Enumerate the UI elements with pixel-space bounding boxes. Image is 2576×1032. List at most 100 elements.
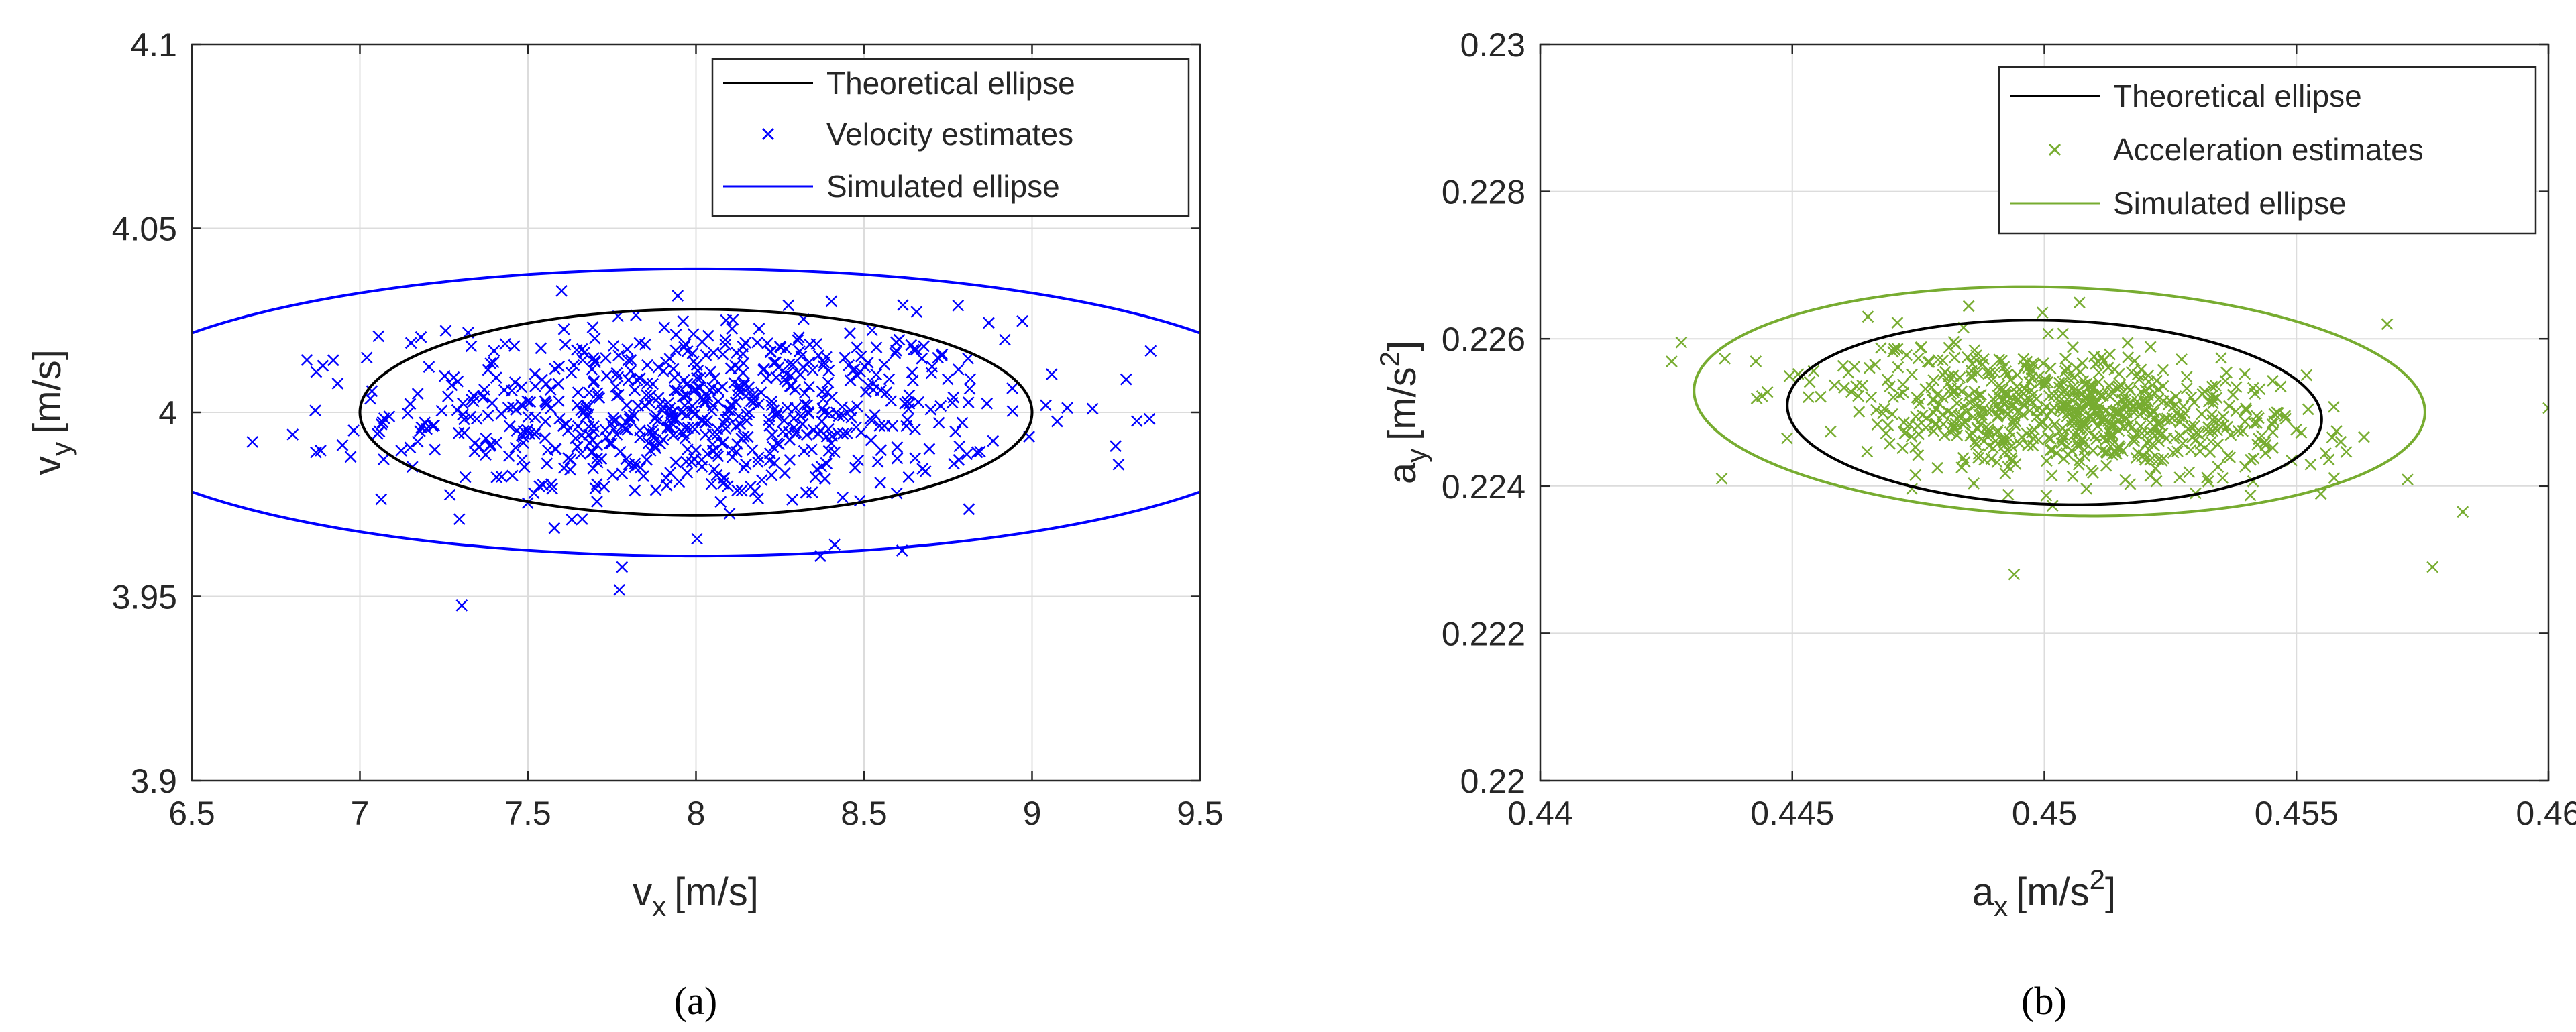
scatter-point	[1966, 358, 1978, 370]
scatter-point	[792, 334, 804, 347]
scatter-point	[753, 323, 765, 335]
scatter-point	[652, 392, 665, 404]
scatter-point	[2041, 410, 2053, 422]
scatter-point	[2152, 453, 2165, 466]
scatter-point	[499, 337, 511, 350]
scatter-point	[656, 404, 669, 417]
x-tick-label: 0.455	[2255, 795, 2339, 832]
scatter-point	[811, 463, 823, 475]
scatter-point	[719, 338, 732, 351]
scatter-point	[2328, 400, 2340, 413]
scatter-point	[2044, 433, 2057, 445]
scatter-point	[443, 488, 456, 501]
scatter-point	[587, 376, 600, 389]
x-tick-label: 0.45	[2012, 795, 2077, 832]
scatter-point	[441, 390, 454, 402]
scatter-point	[812, 349, 825, 362]
scatter-point	[553, 412, 566, 425]
scatter-point	[640, 389, 653, 401]
scatter-point	[647, 424, 659, 437]
scatter-point	[2176, 437, 2189, 450]
legend-theoretical-label-b: Theoretical ellipse	[2113, 78, 2362, 113]
scatter-point	[1982, 426, 1994, 439]
scatter-point	[607, 340, 620, 352]
scatter-point	[2067, 341, 2079, 353]
scatter-point	[2039, 379, 2051, 392]
scatter-point	[1992, 389, 2004, 402]
scatter-point	[590, 478, 603, 490]
scatter-point	[586, 363, 598, 376]
scatter-point	[495, 471, 508, 483]
scatter-point	[1756, 390, 1768, 402]
scatter-point	[1929, 418, 1941, 431]
scatter-point	[746, 444, 759, 456]
scatter-point	[480, 432, 492, 445]
scatter-point	[905, 339, 918, 351]
scatter-point	[632, 400, 645, 412]
scatter-point	[2184, 420, 2197, 433]
scatter-point	[1853, 406, 1866, 418]
scatter-point	[906, 366, 918, 379]
scatter-point	[2044, 362, 2057, 375]
scatter-point	[610, 367, 623, 380]
scatter-point	[1945, 388, 1957, 400]
scatter-point	[1666, 355, 1678, 367]
scatter-point	[870, 368, 883, 381]
scatter-point	[2066, 470, 2079, 483]
scatter-point	[2082, 390, 2094, 402]
scatter-point	[817, 360, 830, 372]
scatter-point	[971, 446, 983, 459]
scatter-point	[1949, 338, 1962, 351]
scatter-point	[1130, 415, 1143, 427]
scatter-point	[667, 406, 680, 418]
scatter-point	[669, 344, 682, 357]
scatter-point	[571, 399, 584, 412]
scatter-point	[2426, 561, 2439, 573]
scatter-point	[2028, 423, 2040, 435]
scatter-point	[923, 443, 936, 455]
scatter-point	[707, 347, 720, 359]
scatter-point	[2358, 431, 2370, 443]
scatter-point	[2230, 405, 2242, 418]
scatter-point	[1803, 376, 1816, 388]
scatter-point	[360, 351, 373, 364]
scatter-point	[2180, 382, 2193, 394]
scatter-point	[792, 331, 805, 343]
scatter-point	[1959, 455, 1971, 468]
scatter-point	[706, 428, 719, 441]
scatter-point	[2128, 435, 2141, 447]
scatter-point	[743, 381, 755, 394]
scatter-point	[752, 492, 764, 505]
scatter-point	[565, 367, 578, 379]
scatter-point	[731, 347, 743, 359]
scatter-point	[2232, 424, 2245, 437]
scatter-point	[718, 417, 731, 430]
scatter-point	[533, 480, 545, 493]
scatter-point	[468, 390, 480, 402]
scatter-point	[2070, 362, 2082, 374]
scatter-point	[755, 474, 768, 486]
y-tick-label: 0.22	[1460, 762, 1525, 800]
scatter-point	[612, 349, 625, 362]
scatter-point	[629, 457, 641, 470]
scatter-point	[770, 371, 783, 384]
scatter-point	[419, 416, 431, 429]
scatter-point	[2139, 404, 2152, 417]
scatter-point	[837, 409, 849, 422]
scatter-point	[798, 445, 810, 457]
scatter-point	[1915, 341, 1927, 354]
scatter-point	[2032, 433, 2045, 446]
scatter-point	[765, 469, 778, 481]
scatter-point	[1882, 374, 1894, 386]
scatter-point	[2016, 431, 2028, 443]
scatter-point	[698, 392, 710, 405]
simulated-ellipse	[1693, 285, 2426, 518]
scatter-point	[2174, 471, 2186, 483]
scatter-point	[844, 327, 856, 339]
scatter-point	[2078, 437, 2091, 449]
scatter-point	[731, 388, 744, 401]
scatter-point	[2131, 368, 2144, 381]
scatter-point	[465, 340, 478, 353]
scatter-points-b	[1666, 296, 2548, 581]
scatter-point	[455, 599, 468, 612]
